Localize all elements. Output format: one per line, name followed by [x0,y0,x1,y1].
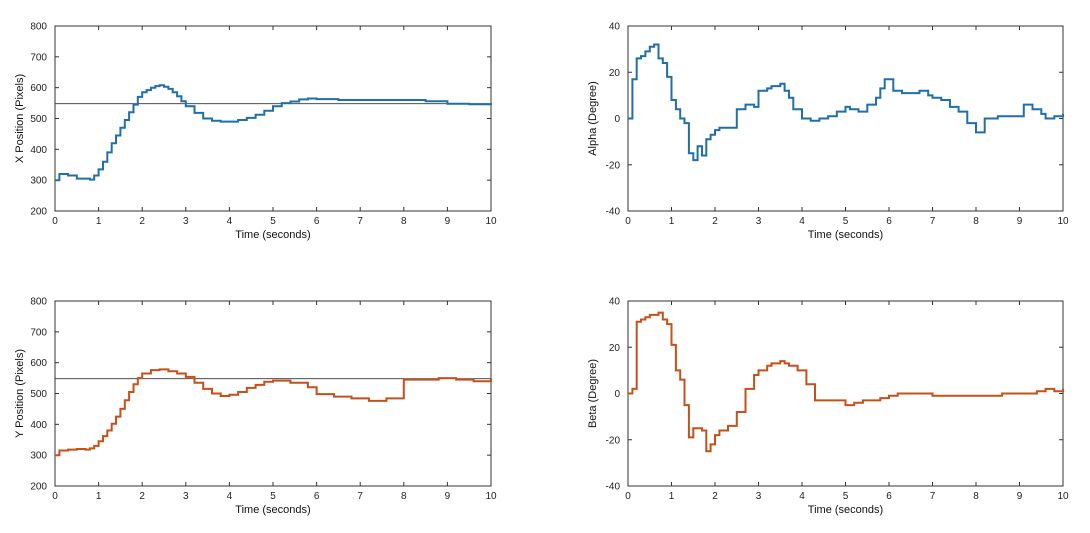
alpha-x-tick-label: 4 [799,216,805,227]
y-position-plot-frame [54,300,492,487]
y-position-x-axis-title: Time (seconds) [235,504,310,516]
y-position-x-tick-label: 6 [314,491,320,502]
beta-y-tick-label: 40 [609,297,621,308]
beta-y-tick-label: 0 [614,389,620,400]
y-position-x-tick-label: 3 [183,491,189,502]
x-position-y-tick-label: 800 [30,22,47,33]
alpha-x-tick-label: 6 [886,216,892,227]
x-position-series-line [55,84,492,182]
y-position-x-tick-label: 2 [139,491,145,502]
beta-plot-frame [627,300,1064,487]
beta-y-axis-title: Beta (Degree) [587,359,599,428]
alpha-series-line [628,43,1064,162]
x-position-x-tick-label: 1 [96,216,102,227]
alpha-x-tick-label: 7 [930,216,936,227]
beta-x-tick-label: 6 [886,491,892,502]
alpha-y-tick-label: 0 [614,114,620,125]
x-position-y-tick-label: 700 [30,52,47,63]
y-position-x-tick-label: 7 [357,491,363,502]
beta-x-tick-label: 1 [669,491,675,502]
x-position-x-axis-title: Time (seconds) [235,229,310,241]
x-position-y-tick-label: 500 [30,114,47,125]
beta-y-tick-label: -40 [606,482,621,493]
x-position-x-tick-label: 3 [183,216,189,227]
beta-series-line [628,311,1064,453]
beta-x-tick-label: 7 [930,491,936,502]
y-position-x-tick-label: 5 [270,491,276,502]
y-position-y-tick-label: 800 [30,297,47,308]
x-position-x-tick-label: 5 [270,216,276,227]
alpha-x-tick-label: 5 [843,216,849,227]
y-position-series-line [55,368,492,457]
alpha-x-axis-title: Time (seconds) [808,229,883,241]
y-position-x-tick-label: 8 [401,491,407,502]
y-position-x-tick-label: 9 [445,491,451,502]
beta-x-tick-label: 2 [712,491,718,502]
alpha-x-tick-label: 0 [625,216,631,227]
beta-x-tick-label: 9 [1017,491,1023,502]
x-position-y-tick-label: 200 [30,207,47,218]
y-position-y-tick-label: 200 [30,482,47,493]
beta-x-tick-label: 8 [973,491,979,502]
y-position-y-axis-title: Y Position (Pixels) [14,349,26,438]
y-position-y-tick-label: 300 [30,451,47,462]
x-position-x-tick-label: 7 [357,216,363,227]
x-position-x-tick-label: 10 [485,216,497,227]
beta-x-tick-label: 3 [756,491,762,502]
x-position-x-tick-label: 9 [445,216,451,227]
beta-x-tick-label: 5 [843,491,849,502]
x-position-y-tick-label: 600 [30,83,47,94]
x-position-x-tick-label: 8 [401,216,407,227]
alpha-y-tick-label: 40 [609,22,621,33]
beta-y-tick-label: 20 [609,343,621,354]
alpha-y-tick-label: -40 [606,207,621,218]
x-position-y-tick-label: 400 [30,145,47,156]
beta-x-tick-label: 4 [799,491,805,502]
alpha-x-tick-label: 2 [712,216,718,227]
alpha-x-tick-label: 10 [1057,216,1069,227]
x-position-y-axis-title: X Position (Pixels) [14,74,26,163]
x-position-x-tick-label: 6 [314,216,320,227]
x-position-x-tick-label: 2 [139,216,145,227]
beta-x-tick-label: 0 [625,491,631,502]
x-position-x-tick-label: 0 [52,216,58,227]
alpha-y-tick-label: -20 [606,160,621,171]
y-position-y-tick-label: 600 [30,358,47,369]
y-position-x-tick-label: 4 [227,491,233,502]
beta-y-tick-label: -20 [606,435,621,446]
y-position-y-tick-label: 400 [30,420,47,431]
y-position-x-tick-label: 10 [485,491,497,502]
beta-x-tick-label: 10 [1057,491,1069,502]
y-position-x-tick-label: 0 [52,491,58,502]
alpha-y-axis-title: Alpha (Degree) [587,81,599,156]
alpha-x-tick-label: 1 [669,216,675,227]
alpha-x-tick-label: 8 [973,216,979,227]
alpha-x-tick-label: 9 [1017,216,1023,227]
alpha-x-tick-label: 3 [756,216,762,227]
x-position-x-tick-label: 4 [227,216,233,227]
x-position-plot-frame [54,25,492,212]
beta-x-axis-title: Time (seconds) [808,504,883,516]
alpha-y-tick-label: 20 [609,68,621,79]
y-position-y-tick-label: 700 [30,327,47,338]
y-position-x-tick-label: 1 [96,491,102,502]
y-position-y-tick-label: 500 [30,389,47,400]
x-position-y-tick-label: 300 [30,176,47,187]
